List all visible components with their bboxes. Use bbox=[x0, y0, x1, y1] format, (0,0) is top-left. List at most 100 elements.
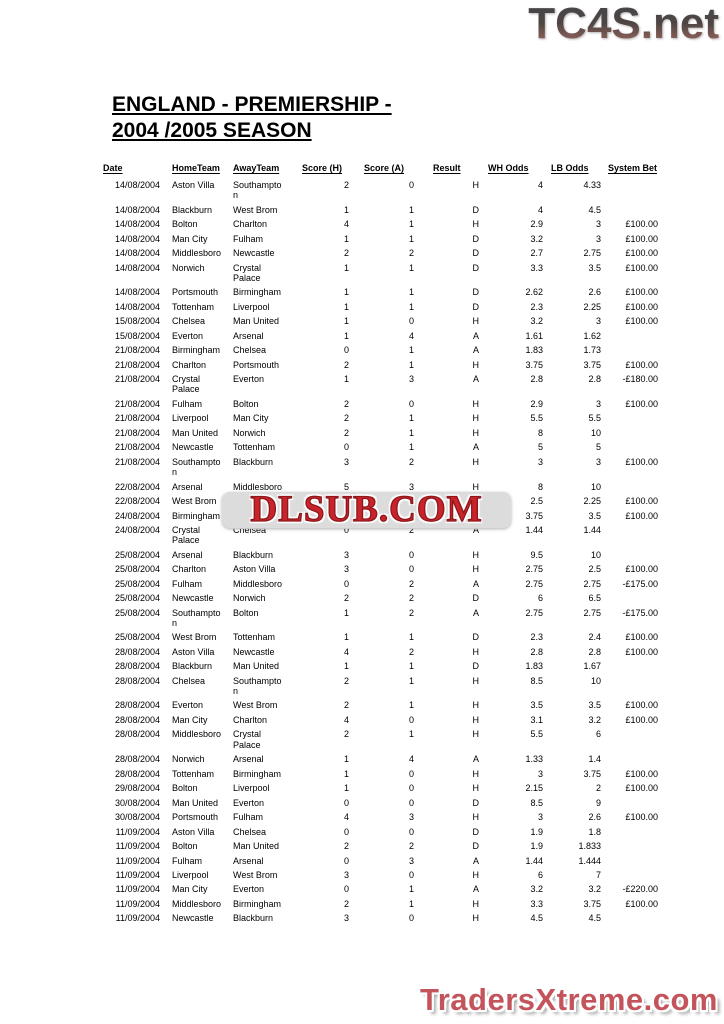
table-cell: Everton bbox=[233, 884, 265, 895]
column-header: WH Odds bbox=[488, 163, 529, 173]
table-cell: 2.75 bbox=[525, 578, 543, 589]
table-cell: 24/08/2004 bbox=[114, 525, 160, 536]
table-cell: Fulham bbox=[233, 812, 264, 823]
table-cell bbox=[608, 343, 660, 357]
table-cell: Bolton bbox=[172, 783, 198, 794]
table-row: 25/08/2004 Charlton Aston Villa 3 0 H 2.75 2.5 £… bbox=[103, 562, 660, 576]
table-cell: Birmingham bbox=[172, 345, 221, 356]
table-cell: 0 bbox=[408, 870, 414, 880]
table-cell: 4 bbox=[408, 330, 414, 341]
table-cell: 3 bbox=[408, 374, 414, 385]
table-cell: Blackburn bbox=[172, 661, 213, 672]
table-cell: D bbox=[472, 248, 480, 259]
table-cell: 3 bbox=[343, 549, 349, 560]
table-cell: 0 bbox=[343, 345, 349, 356]
table-cell: 3 bbox=[343, 913, 349, 924]
table-cell: 25/08/2004 bbox=[114, 549, 160, 560]
table-cell: 1 bbox=[343, 768, 349, 779]
table-cell: £100.00 bbox=[625, 262, 658, 273]
table-cell: 3 bbox=[595, 398, 601, 409]
table-cell: 4 bbox=[537, 180, 543, 191]
table-row: 21/08/2004 Charlton Portsmouth 2 1 H 3.75 3.75 £… bbox=[103, 358, 660, 372]
table-row: 30/08/2004 Portsmouth Fulham 4 3 H 3 2.6 £100.00 bbox=[103, 810, 660, 824]
table-cell: 14/08/2004 bbox=[114, 287, 160, 298]
table-row: 14/08/2004 Portsmouth Birmingham 1 1 D 2.62 2.6… bbox=[103, 285, 660, 299]
table-cell: Newcastle bbox=[172, 442, 214, 453]
table-row: 14/08/2004 Middlesboro Newcastle 2 2 D 2.7 2.75… bbox=[103, 246, 660, 260]
table-cell: Man City bbox=[172, 233, 208, 244]
table-cell: D bbox=[472, 826, 480, 837]
table-cell: Southampton bbox=[172, 456, 221, 478]
table-cell: -£180.00 bbox=[622, 374, 658, 385]
table-cell: 1.33 bbox=[525, 754, 543, 765]
table-row: 21/08/2004 Fulham Bolton 2 0 H 2.9 3 £100.00 bbox=[103, 397, 660, 411]
table-cell: 2.8 bbox=[588, 374, 601, 385]
table-cell: 6.5 bbox=[588, 593, 601, 604]
table-row: 21/08/2004 Liverpool Man City 2 1 H 5.5 5.5 bbox=[103, 411, 660, 425]
table-cell: Aston Villa bbox=[172, 646, 215, 657]
table-cell: -£175.00 bbox=[622, 578, 658, 589]
table-cell: A bbox=[472, 884, 479, 895]
table-cell: West Brom bbox=[233, 700, 278, 711]
table-cell: 29/08/2004 bbox=[114, 783, 160, 794]
table-cell: 0 bbox=[343, 525, 349, 536]
table-cell: A bbox=[472, 855, 479, 866]
table-cell: £100.00 bbox=[625, 510, 658, 521]
table-cell: 3 bbox=[537, 456, 543, 467]
table-cell: Arsenal bbox=[233, 754, 264, 765]
table-cell: H bbox=[472, 700, 480, 711]
table-cell: Norwich bbox=[172, 262, 205, 273]
table-cell: H bbox=[472, 180, 480, 191]
table-cell: 10 bbox=[590, 675, 601, 686]
table-cell bbox=[608, 659, 660, 673]
table-cell: 1 bbox=[343, 607, 349, 618]
table-cell: 5 bbox=[343, 481, 349, 492]
table-cell: 2.9 bbox=[530, 219, 543, 230]
table-cell: 1 bbox=[343, 374, 349, 385]
table-cell: 1.44 bbox=[583, 525, 601, 536]
table-row: 14/08/2004 Man City Fulham 1 1 D 3.2 3 £100.00 bbox=[103, 232, 660, 246]
table-cell: Crystal Palace bbox=[172, 374, 201, 395]
table-cell: H bbox=[472, 812, 480, 823]
table-cell: Blackburn bbox=[233, 456, 274, 467]
table-cell bbox=[608, 853, 660, 867]
table-cell: 1 bbox=[343, 783, 349, 794]
table-cell: Bolton bbox=[233, 398, 259, 409]
table-cell: 10 bbox=[590, 481, 601, 492]
table-row: 28/08/2004 Aston Villa Newcastle 4 2 H 2.8 2.8 £… bbox=[103, 645, 660, 659]
table-cell bbox=[608, 868, 660, 882]
table-row: 11/09/2004 Fulham Arsenal 0 3 A 1.44 1.444 bbox=[103, 853, 660, 867]
table-row: 11/09/2004 Newcastle Blackburn 3 0 H 4.5 4.5 bbox=[103, 911, 660, 925]
table-cell: Aston Villa bbox=[172, 826, 215, 837]
table-cell: 1 bbox=[343, 233, 349, 244]
table-cell: 7 bbox=[595, 870, 601, 880]
table-cell: Birmingham bbox=[233, 768, 282, 779]
table-cell: 21/08/2004 bbox=[114, 398, 160, 409]
table-row: 11/09/2004 Liverpool West Brom 3 0 H 6 7 bbox=[103, 868, 660, 882]
table-cell: Arsenal bbox=[233, 330, 264, 341]
table-cell: 2 bbox=[408, 578, 414, 589]
table-cell: H bbox=[472, 729, 480, 740]
table-cell: 28/08/2004 bbox=[114, 729, 160, 740]
table-cell: 28/08/2004 bbox=[114, 646, 160, 657]
table-cell: Norwich bbox=[233, 427, 266, 438]
table-cell: Portsmouth bbox=[172, 287, 219, 298]
table-cell: 24/08/2004 bbox=[114, 510, 160, 521]
table-cell: Bolton bbox=[233, 607, 259, 618]
table-cell: 1 bbox=[408, 442, 414, 453]
table-cell: Middlesboro bbox=[172, 729, 222, 740]
table-cell: 1.61 bbox=[525, 330, 543, 341]
table-cell: Everton bbox=[233, 797, 265, 808]
table-cell: Southampton bbox=[233, 675, 282, 696]
table-cell: 1 bbox=[408, 427, 414, 438]
table-cell bbox=[608, 523, 660, 548]
table-cell: Man City bbox=[172, 714, 208, 725]
table-cell: 1 bbox=[343, 316, 349, 327]
table-cell: Crystal Palace bbox=[233, 729, 262, 750]
table-cell: Tottenham bbox=[233, 442, 276, 453]
table-cell: 3 bbox=[595, 456, 601, 467]
table-cell: Fulham bbox=[172, 578, 203, 589]
table-cell: £100.00 bbox=[625, 496, 658, 507]
table-row: 25/08/2004 Arsenal Blackburn 3 0 H 9.5 10 bbox=[103, 548, 660, 562]
table-cell bbox=[608, 329, 660, 343]
